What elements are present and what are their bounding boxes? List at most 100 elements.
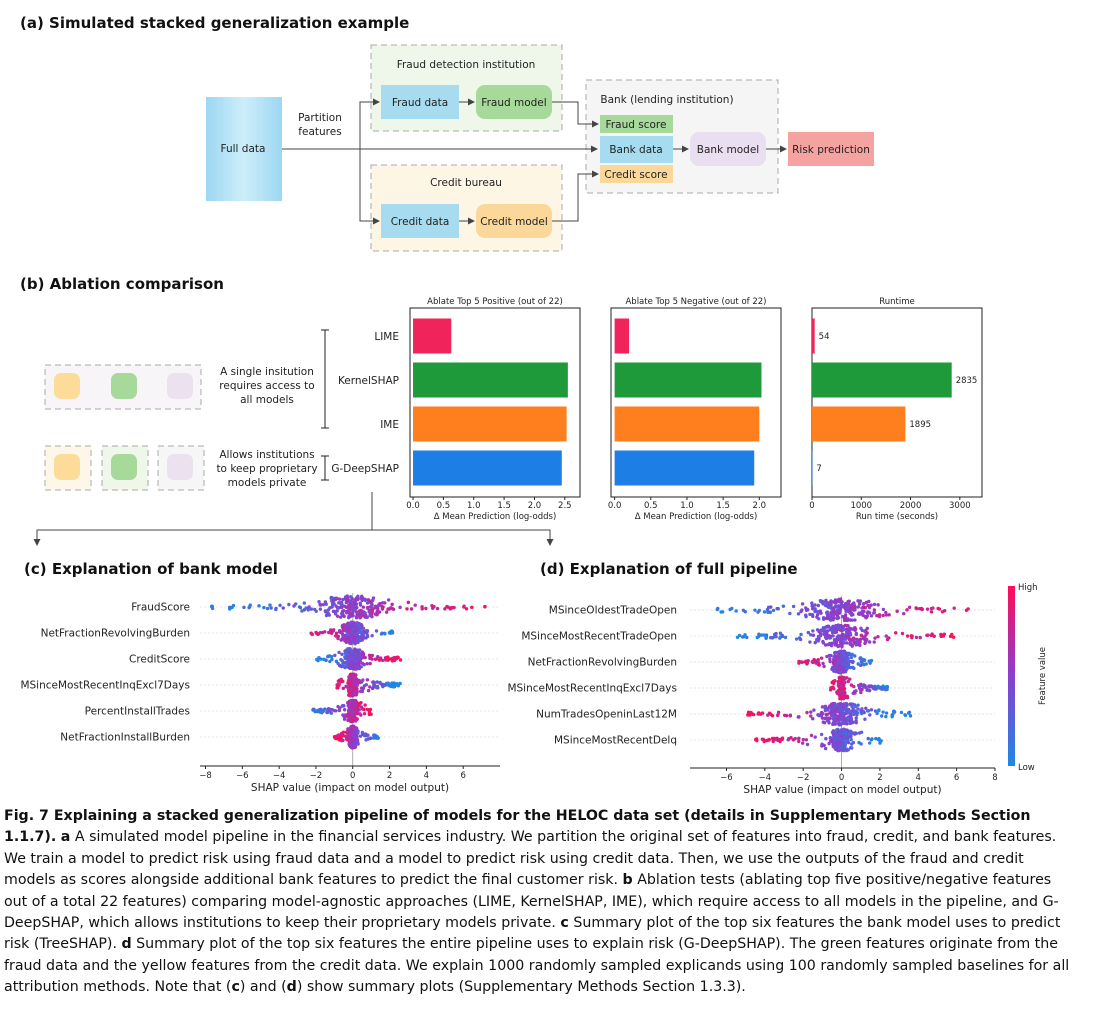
shap-dot bbox=[363, 598, 367, 602]
shap-dot bbox=[368, 685, 372, 689]
mini-credit-model-2 bbox=[54, 454, 80, 480]
plot-frame bbox=[409, 307, 581, 498]
shap-dot bbox=[811, 717, 815, 721]
shap-dot bbox=[817, 637, 821, 641]
shap-dot bbox=[354, 681, 359, 686]
shap-dot bbox=[860, 687, 864, 692]
shap-dot bbox=[852, 640, 856, 644]
mini-bank-model-2 bbox=[167, 454, 193, 480]
shap-dot bbox=[841, 651, 845, 655]
shap-dot bbox=[351, 684, 355, 689]
shap-dot bbox=[862, 662, 866, 667]
credit-score-label: Credit score bbox=[604, 169, 667, 181]
shap-dot bbox=[371, 598, 375, 603]
shap-dot bbox=[828, 641, 832, 646]
shap-dot bbox=[348, 657, 353, 661]
shap-dot bbox=[424, 606, 428, 611]
shap-dot bbox=[799, 632, 803, 637]
shap-dot bbox=[821, 602, 825, 606]
shap-dot bbox=[877, 708, 881, 713]
shap-dot bbox=[835, 717, 839, 722]
shap-dot bbox=[378, 680, 382, 685]
shap-dot bbox=[354, 640, 358, 644]
shap-dot bbox=[844, 609, 848, 613]
feature-label: PercentInstallTrades bbox=[85, 706, 190, 718]
shap-dot bbox=[345, 660, 349, 664]
shap-dot bbox=[323, 609, 328, 613]
shap-dot bbox=[354, 726, 359, 730]
shap-dot bbox=[847, 637, 852, 641]
shap-dot bbox=[287, 602, 291, 607]
shap-dot bbox=[841, 670, 846, 674]
shap-dot bbox=[836, 635, 840, 639]
shap-dot bbox=[332, 598, 336, 603]
shap-dot bbox=[780, 737, 784, 742]
shap-dot bbox=[840, 632, 845, 637]
shap-dot bbox=[942, 632, 947, 636]
shap-dot bbox=[937, 607, 942, 611]
feature-label: NetFractionRevolvingBurden bbox=[528, 657, 677, 669]
shap-dot bbox=[950, 632, 954, 637]
allows-inst-line-2: to keep proprietary bbox=[216, 463, 317, 475]
allows-inst-line-1: Allows institutions bbox=[219, 449, 314, 461]
shap-dot bbox=[380, 607, 385, 611]
shap-dot bbox=[891, 709, 896, 714]
shap-dot bbox=[356, 742, 360, 746]
panel-b-down-arrows bbox=[33, 492, 554, 546]
shap-dot bbox=[856, 662, 860, 666]
shap-dot bbox=[844, 627, 849, 631]
shap-dot bbox=[324, 658, 328, 663]
shap-dot bbox=[375, 609, 379, 614]
shap-dot bbox=[822, 630, 826, 635]
shap-dot bbox=[939, 634, 943, 639]
shap-dot bbox=[350, 738, 355, 742]
shap-dot bbox=[368, 736, 372, 741]
bank-model-label: Bank model bbox=[697, 144, 759, 156]
shap-dot bbox=[743, 633, 747, 637]
shap-dot bbox=[849, 742, 854, 746]
shap-dot bbox=[811, 633, 816, 637]
shap-dot bbox=[903, 713, 908, 718]
shap-dot bbox=[797, 736, 801, 741]
shap-dot bbox=[860, 610, 864, 614]
feature-value-colorbar: High Low Feature value bbox=[1008, 583, 1048, 773]
caption-c-ref: c bbox=[231, 979, 240, 996]
shap-dot bbox=[363, 655, 367, 660]
shap-dot bbox=[462, 605, 466, 609]
shap-dot bbox=[464, 607, 469, 611]
shap-dot bbox=[820, 716, 825, 720]
shap-dot bbox=[413, 603, 417, 607]
shap-dot bbox=[853, 709, 858, 713]
shap-dot bbox=[346, 681, 350, 685]
shap-dot bbox=[846, 733, 850, 737]
shap-dot bbox=[776, 710, 781, 714]
shap-dot bbox=[343, 637, 347, 641]
shap-dot bbox=[840, 600, 844, 604]
shap-dot bbox=[848, 608, 853, 612]
shap-dot bbox=[830, 628, 835, 632]
shap-dot bbox=[907, 605, 912, 609]
shap-dot bbox=[386, 607, 390, 611]
shap-dot bbox=[831, 607, 836, 612]
partition-label-1: Partition bbox=[298, 112, 342, 124]
shap-dot bbox=[835, 690, 839, 694]
shap-dot bbox=[304, 606, 308, 610]
shap-dot bbox=[800, 602, 805, 606]
shap-dot bbox=[834, 630, 839, 634]
shap-dot bbox=[362, 662, 366, 667]
shap-dot bbox=[374, 629, 379, 633]
shap-dot bbox=[842, 618, 847, 623]
shap-dot bbox=[352, 634, 356, 639]
shap-dot bbox=[349, 729, 354, 734]
shap-dot bbox=[864, 685, 868, 690]
shap-dot bbox=[820, 744, 824, 748]
shap-dot bbox=[360, 650, 365, 654]
shap-dot bbox=[392, 681, 397, 686]
bar-g-deepshap bbox=[614, 450, 755, 486]
shap-dot bbox=[845, 635, 849, 639]
shap-dot bbox=[774, 635, 778, 639]
shap-dot bbox=[821, 661, 825, 666]
shap-dot bbox=[319, 657, 323, 661]
shap-dot bbox=[278, 603, 282, 608]
shap-dot bbox=[851, 660, 855, 665]
